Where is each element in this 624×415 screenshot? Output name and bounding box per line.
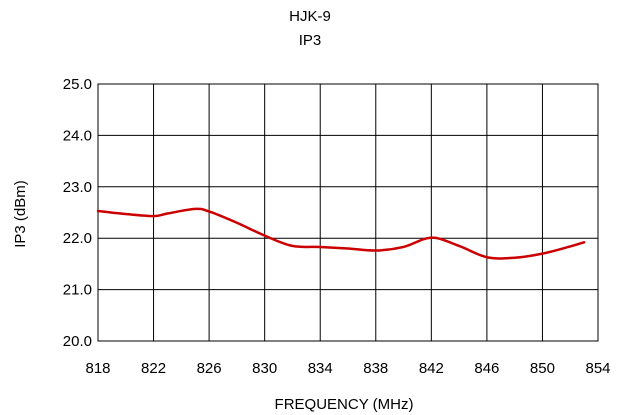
x-tick-label: 822 (141, 360, 166, 377)
chart-title: HJK-9 (289, 8, 331, 25)
y-tick-label: 22.0 (63, 230, 92, 247)
grid-layer (97, 83, 599, 342)
y-tick-label: 24.0 (63, 127, 92, 144)
y-tick-label: 25.0 (63, 76, 92, 93)
y-tick-labels: 20.0 21.0 22.0 23.0 24.0 25.0 (63, 76, 92, 350)
x-tick-label: 842 (419, 360, 444, 377)
y-axis-label: IP3 (dBm) (12, 180, 29, 248)
x-tick-label: 830 (252, 360, 277, 377)
x-tick-label: 818 (85, 360, 110, 377)
x-tick-label: 850 (530, 360, 555, 377)
x-tick-label: 854 (585, 360, 610, 377)
x-tick-label: 834 (308, 360, 333, 377)
y-tick-label: 20.0 (63, 333, 92, 350)
x-tick-labels: 818 822 826 830 834 838 842 846 850 854 (85, 360, 610, 377)
series-layer (96, 207, 586, 260)
x-tick-label: 838 (363, 360, 388, 377)
plot-frame (97, 83, 599, 342)
chart-subtitle: IP3 (299, 32, 322, 49)
x-tick-label: 846 (474, 360, 499, 377)
y-tick-label: 23.0 (63, 179, 92, 196)
x-axis-label: FREQUENCY (MHz) (275, 396, 414, 413)
series-line-ip3 (96, 207, 586, 260)
y-tick-label: 21.0 (63, 282, 92, 299)
x-tick-label: 826 (197, 360, 222, 377)
